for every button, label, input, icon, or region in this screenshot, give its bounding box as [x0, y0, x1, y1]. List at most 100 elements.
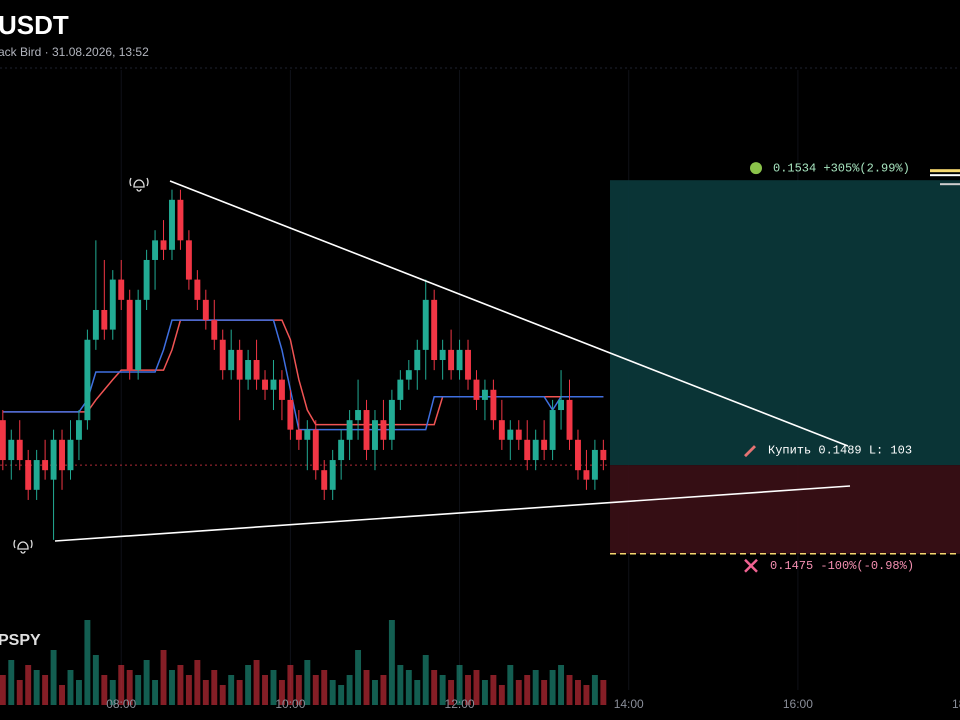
- volume-bar: [295, 675, 302, 705]
- volume-bar: [414, 680, 421, 705]
- volume-bar: [490, 675, 497, 705]
- volume-bar: [498, 685, 505, 705]
- volume-bar: [431, 670, 438, 705]
- candle-body: [152, 240, 159, 260]
- x-tick-label: 12:00: [445, 697, 475, 711]
- volume-bar: [236, 680, 243, 705]
- volume-bar: [481, 680, 488, 705]
- candle-body: [541, 439, 548, 450]
- volume-bar: [439, 675, 446, 705]
- volume-bar: [59, 685, 65, 705]
- volume-bar: [558, 665, 565, 705]
- volume-bar: [372, 680, 378, 705]
- volume-bar: [456, 665, 463, 705]
- x-tick-label: 18:00: [952, 697, 960, 711]
- trend-line: [54, 485, 851, 542]
- candle-body: [287, 399, 294, 430]
- candle-body: [211, 320, 218, 340]
- volume-bar: [177, 665, 184, 705]
- candle-body: [126, 299, 133, 371]
- candle-body: [575, 439, 581, 471]
- candle-body: [101, 309, 108, 330]
- volume-bar: [524, 675, 531, 705]
- candle-body: [355, 410, 362, 421]
- volume-bar: [228, 675, 235, 705]
- indicator-line: [2, 319, 604, 431]
- entry-label: Купить 0.1489 L: 103: [768, 443, 912, 457]
- volume-bar: [448, 680, 455, 705]
- candle-body: [329, 460, 336, 490]
- volume-bar: [202, 680, 209, 705]
- volume-bar: [185, 675, 192, 705]
- volume-bar: [304, 660, 311, 705]
- volume-bar: [50, 650, 57, 705]
- candle-body: [524, 439, 531, 461]
- volume-bar: [118, 665, 125, 705]
- candle-body: [185, 240, 192, 280]
- volume-bar: [473, 670, 480, 705]
- candle-body: [135, 299, 142, 371]
- candle-body: [312, 429, 319, 471]
- volume-bar: [135, 675, 142, 705]
- candle-body: [549, 410, 556, 450]
- volume-bar: [532, 670, 539, 705]
- entry-icon: [744, 445, 756, 458]
- stop-label: 0.1475 -100%(-0.98%): [770, 559, 914, 573]
- stop-icon: [744, 558, 758, 573]
- candle-body: [465, 349, 471, 380]
- volume-bar: [388, 620, 395, 705]
- candle-body: [431, 299, 438, 361]
- volume-bar: [600, 680, 607, 705]
- volume-bar: [67, 670, 74, 705]
- candle-body: [219, 339, 226, 371]
- profit-zone: [610, 180, 960, 466]
- candle-body: [278, 379, 285, 400]
- volume-bar: [380, 675, 387, 705]
- volume-bar: [575, 680, 581, 705]
- candle-body: [448, 349, 455, 371]
- candle-body: [236, 349, 243, 380]
- candle-body: [160, 240, 167, 250]
- candle-body: [50, 439, 57, 480]
- candle-body: [515, 429, 522, 440]
- x-tick-label: 10:00: [275, 697, 305, 711]
- volume-bar: [312, 675, 319, 705]
- target-icon: [750, 162, 762, 175]
- candle-body: [270, 379, 277, 390]
- candle-body: [414, 349, 421, 371]
- volume-bar: [109, 680, 116, 705]
- loss-zone: [610, 465, 960, 554]
- candle-body: [75, 420, 82, 440]
- candle-body: [295, 429, 302, 440]
- candle-body: [498, 420, 505, 440]
- volume-bar: [143, 660, 150, 705]
- candle-body: [439, 349, 446, 361]
- target-label: 0.1534 +305%(2.99%): [773, 161, 910, 175]
- volume-bar: [33, 670, 40, 705]
- volume-bar: [75, 680, 82, 705]
- candle-body: [558, 399, 565, 411]
- volume-bar: [515, 680, 522, 705]
- volume-bar: [591, 675, 598, 705]
- candle-body: [0, 420, 6, 461]
- volume-bar: [42, 675, 49, 705]
- candle-body: [228, 349, 235, 371]
- volume-bar: [211, 670, 218, 705]
- volume-bar: [270, 670, 277, 705]
- x-tick-label: 16:00: [783, 697, 813, 711]
- candle-body: [346, 420, 353, 440]
- volume-bar: [16, 680, 23, 705]
- volume-bar: [541, 680, 548, 705]
- chart-subtitle: ack Bird · 31.08.2026, 13:52: [0, 45, 149, 59]
- volume-bar: [160, 650, 167, 705]
- volume-bar: [507, 665, 514, 705]
- candle-body: [262, 379, 268, 390]
- candle-body: [177, 199, 184, 241]
- volume-bar: [363, 670, 370, 705]
- volume-bar: [194, 660, 201, 705]
- candle-body: [8, 439, 15, 461]
- candle-body: [422, 299, 429, 350]
- candle-body: [245, 360, 252, 380]
- candle-body: [16, 439, 23, 461]
- x-tick-label: 08:00: [106, 697, 136, 711]
